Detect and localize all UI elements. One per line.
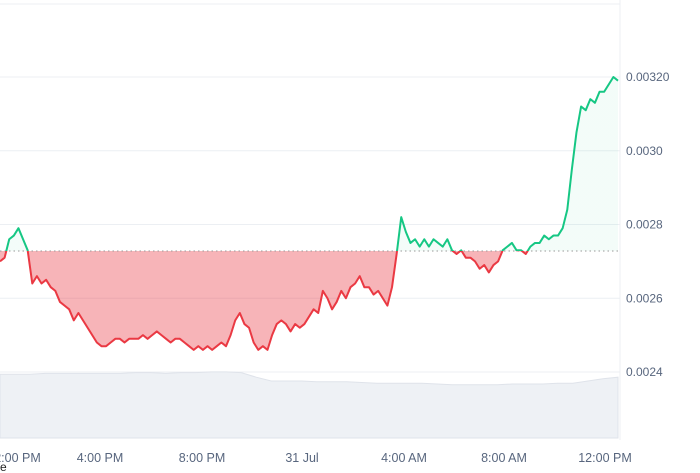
y-axis: 0.00320 0.0030 0.0028 0.0026 0.0024 [626, 70, 670, 379]
price-line [0, 76, 619, 351]
x-tick-label: 12:00 PM [0, 451, 41, 465]
y-tick-label: 0.00320 [626, 70, 670, 84]
x-tick-label: 8:00 PM [179, 451, 226, 465]
x-tick-label: 4:00 AM [381, 451, 427, 465]
price-line-down [0, 251, 529, 351]
x-tick-label: 8:00 AM [481, 451, 527, 465]
area-fill-down [0, 251, 528, 350]
price-area-fill [0, 77, 618, 350]
x-tick-label: 31 Jul [285, 451, 318, 465]
corner-label: e [0, 460, 7, 473]
y-tick-label: 0.0024 [626, 365, 663, 379]
x-tick-label: 4:00 PM [77, 451, 124, 465]
y-tick-label: 0.0030 [626, 144, 663, 158]
volume-shape [0, 371, 619, 439]
y-tick-label: 0.0028 [626, 218, 663, 232]
x-axis: 12:00 PM 4:00 PM 8:00 PM 31 Jul 4:00 AM 8:00 … [0, 451, 632, 465]
volume-area [0, 371, 619, 439]
price-line-up [5, 76, 619, 252]
x-tick-label: 12:00 PM [578, 451, 632, 465]
y-tick-label: 0.0026 [626, 291, 663, 305]
